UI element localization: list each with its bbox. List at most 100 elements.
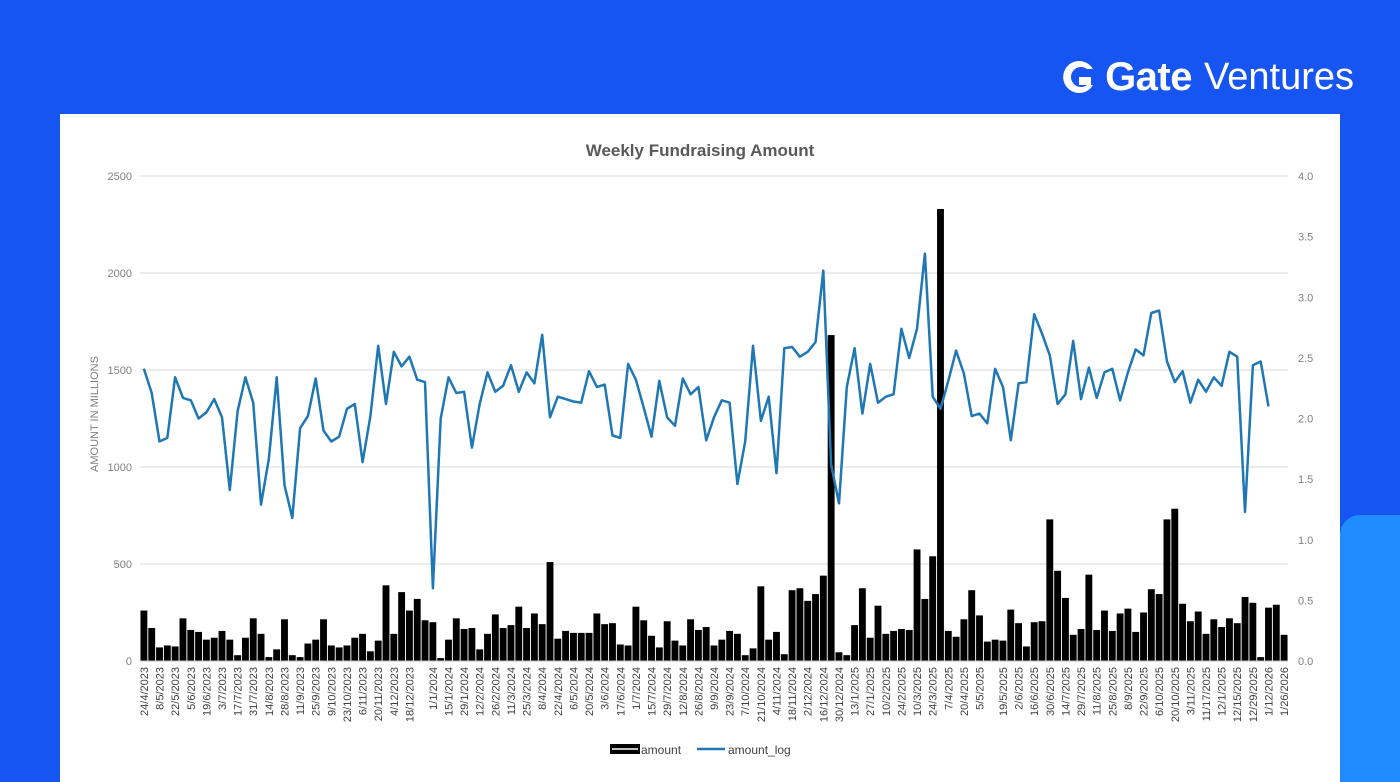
chart-title: Weekly Fundraising Amount	[586, 141, 815, 160]
x-tick-label: 21/10/2024	[756, 667, 768, 722]
bar-amount	[1171, 508, 1179, 661]
x-tick-label: 12/15/2025	[1232, 667, 1244, 722]
bar-amount	[187, 629, 195, 661]
x-tick-label: 9/9/2024	[709, 667, 721, 710]
bar-amount	[179, 618, 187, 661]
corner-accent	[1340, 515, 1400, 782]
bar-amount	[710, 645, 718, 661]
bar-amount	[1116, 613, 1124, 661]
x-tick-label: 1/1/2024	[428, 667, 440, 710]
x-tick-label: 6/11/2023	[358, 667, 370, 715]
bar-amount	[1038, 621, 1046, 661]
bar-amount	[733, 633, 741, 661]
x-tick-label: 19/6/2023	[201, 667, 213, 716]
bar-amount	[796, 588, 804, 661]
x-tick-label: 17/7/2023	[233, 667, 245, 716]
bar-amount	[718, 639, 726, 661]
bar-amount	[1210, 619, 1218, 661]
bar-amount	[890, 630, 898, 661]
y-tick-label: 2500	[108, 171, 132, 183]
x-tick-label: 12/8/2024	[678, 667, 690, 716]
bar-amount	[921, 598, 929, 661]
x-tick-label: 22/4/2024	[553, 667, 565, 716]
bar-amount	[632, 606, 640, 661]
bar-amount	[640, 620, 648, 661]
bar-amount	[249, 618, 257, 661]
bar-amount	[960, 619, 968, 661]
bar-amount	[1249, 602, 1257, 661]
bar-amount	[1061, 597, 1069, 661]
x-tick-label: 19/5/2025	[998, 667, 1010, 716]
x-tick-label: 9/10/2023	[326, 667, 338, 716]
bar-amount	[757, 586, 765, 661]
bar-amount	[1069, 634, 1077, 661]
bar-amount	[671, 640, 679, 661]
x-tick-label: 1/12/2026	[1264, 667, 1276, 716]
x-tick-label: 20/5/2024	[584, 667, 596, 716]
x-tick-label: 13/1/2025	[850, 667, 862, 716]
bar-amount	[1085, 574, 1093, 661]
y-tick-label: 1000	[108, 462, 132, 474]
bar-amount	[445, 639, 452, 661]
bar-amount	[749, 648, 757, 661]
bar-amount	[281, 619, 288, 661]
x-tick-label: 1/7/2024	[631, 667, 643, 710]
bar-amount	[234, 655, 242, 661]
bar-amount	[569, 632, 577, 661]
bar-amount	[304, 643, 312, 661]
bar-amount	[1155, 594, 1163, 661]
y2-tick-label: 3.0	[1298, 292, 1313, 304]
x-tick-label: 20/10/2025	[1170, 667, 1182, 722]
x-tick-label: 11/17/2025	[1201, 667, 1213, 721]
bar-amount	[976, 615, 983, 661]
bar-amount	[1202, 633, 1210, 661]
bar-amount	[983, 641, 991, 661]
bar-amount	[593, 613, 601, 661]
bar-amount	[1241, 596, 1249, 661]
legend: amount amount_log	[610, 743, 791, 757]
bar-amount	[351, 637, 359, 661]
bar-amount	[1015, 623, 1023, 661]
bar-amount	[312, 639, 320, 661]
x-tick-label: 24/4/2023	[139, 667, 151, 716]
x-tick-label: 29/7/2024	[662, 667, 674, 716]
bar-amount	[218, 630, 226, 661]
bar-amount	[1186, 621, 1194, 661]
bar-amount	[1108, 630, 1116, 661]
x-tick-label: 11/8/2025	[1092, 667, 1104, 715]
brand-header: Gate Ventures	[1059, 52, 1354, 102]
bar-amount	[1030, 622, 1038, 661]
bar-amount	[726, 630, 734, 661]
x-tick-label: 23/10/2023	[342, 667, 354, 722]
x-tick-label: 4/12/2023	[389, 667, 401, 716]
y-tick-label: 500	[114, 559, 132, 571]
bar-amount	[835, 652, 843, 661]
bar-amount	[1101, 610, 1108, 661]
x-tick-label: 23/9/2024	[725, 667, 737, 716]
x-tick-label: 29/1/2024	[459, 667, 471, 716]
bar-amount	[913, 549, 921, 661]
x-tick-label: 17/6/2024	[615, 667, 627, 716]
bar-amount	[702, 627, 710, 661]
x-tick-label: 25/9/2023	[311, 667, 323, 716]
bar-amount	[1054, 570, 1062, 661]
bar-amount	[616, 644, 624, 661]
y2-tick-label: 1.5	[1298, 474, 1313, 486]
bar-amount	[515, 606, 523, 661]
bar-amount	[148, 628, 156, 661]
bar-amount	[944, 630, 952, 661]
bar-amount	[1265, 607, 1272, 661]
bar-amount	[1225, 618, 1233, 661]
x-tick-label: 12/1/2025	[1217, 667, 1229, 716]
bar-amount	[429, 622, 437, 661]
x-tick-label: 5/6/2023	[186, 667, 198, 710]
bar-amount	[273, 649, 281, 661]
line-amount-log	[142, 252, 1270, 590]
x-tick-label: 11/3/2024	[506, 667, 518, 715]
x-tick-label: 6/5/2024	[568, 667, 580, 710]
x-tick-label: 22/5/2023	[170, 667, 182, 716]
bar-amount	[1194, 611, 1202, 661]
x-tick-label: 12/29/2025	[1248, 667, 1260, 722]
x-tick-label: 7/4/2025	[943, 667, 955, 710]
x-tick-label: 22/9/2025	[1139, 667, 1151, 716]
